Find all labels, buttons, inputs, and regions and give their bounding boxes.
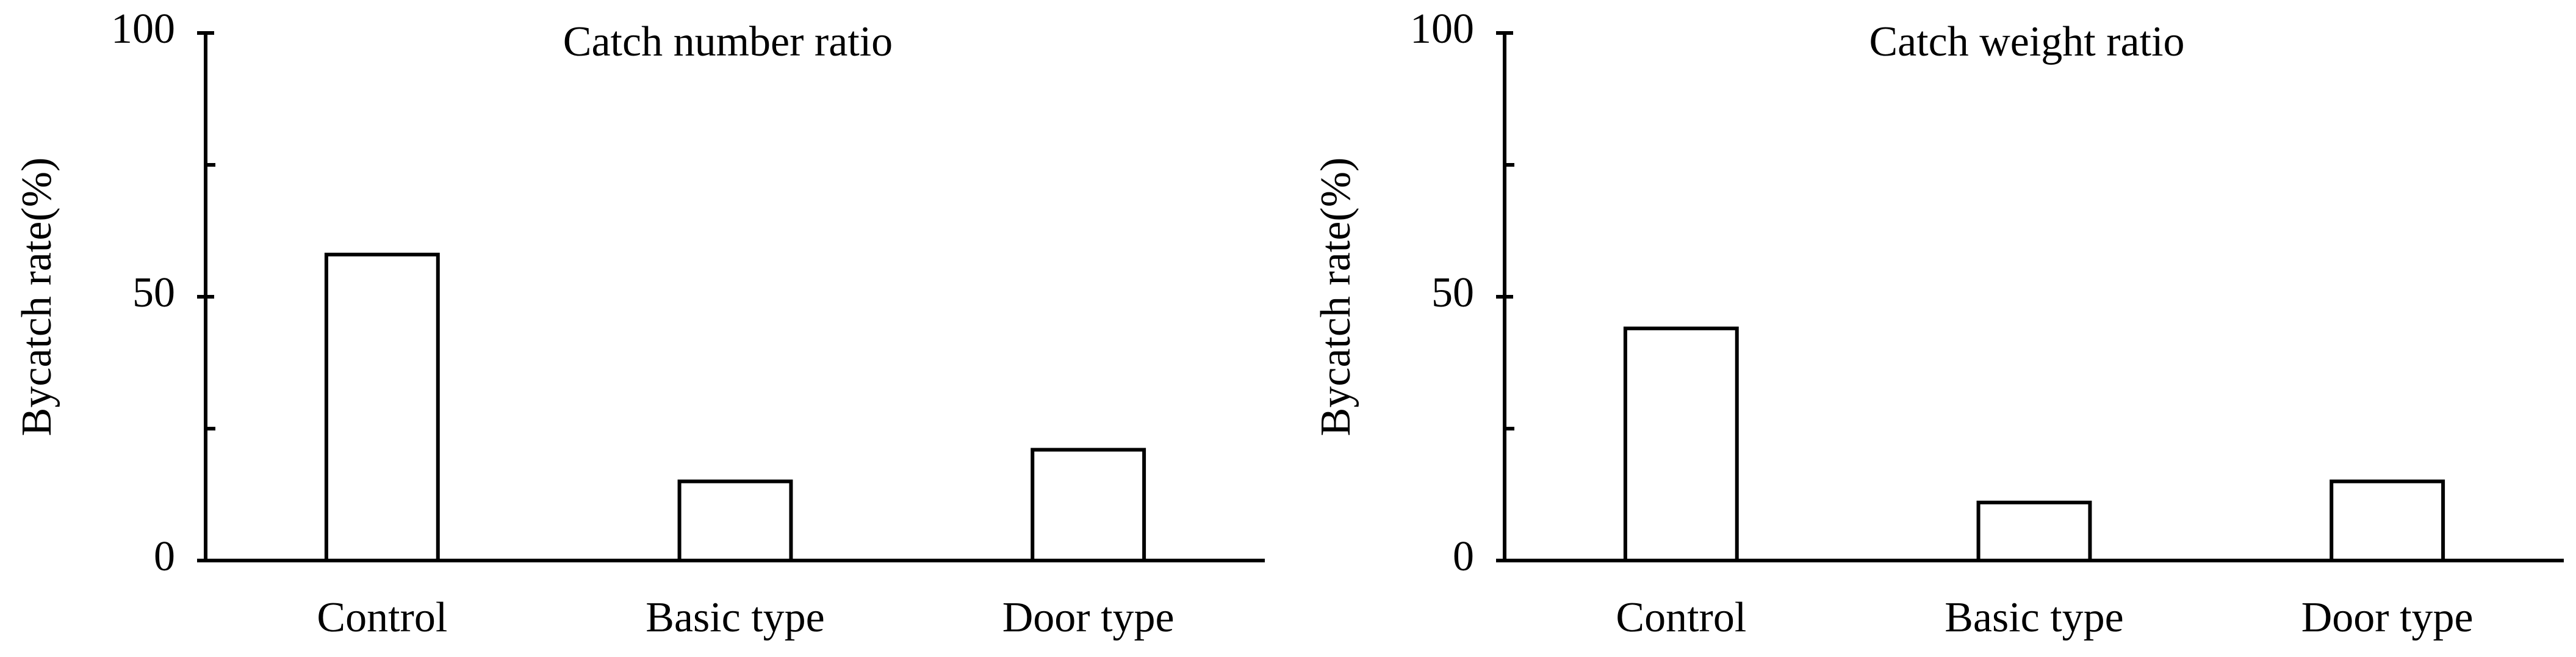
y-tick-label: 100: [111, 5, 175, 53]
y-axis-label: Bycatch rate(%): [13, 158, 60, 437]
chart-title: Catch number ratio: [563, 18, 893, 65]
bar: [324, 252, 440, 562]
y-tick-label: 0: [1453, 533, 1474, 580]
bar: [677, 479, 793, 563]
x-tick-label: Control: [317, 594, 447, 641]
bar: [2330, 479, 2445, 563]
x-tick-label: Control: [1616, 594, 1746, 641]
bar: [1976, 500, 2092, 563]
y-tick-label: 100: [1410, 5, 1474, 53]
y-tick-label: 50: [132, 269, 175, 316]
chart-title: Catch weight ratio: [1869, 18, 2184, 65]
x-tick-label: Door type: [2301, 594, 2473, 641]
bar: [1623, 326, 1739, 563]
x-tick-label: Basic type: [646, 594, 825, 641]
y-tick-label: 50: [1431, 269, 1474, 316]
bar: [1031, 448, 1146, 562]
x-tick-label: Door type: [1002, 594, 1175, 641]
y-tick-label: 0: [154, 533, 175, 580]
y-axis-label: Bycatch rate(%): [1312, 158, 1359, 437]
x-tick-label: Basic type: [1945, 594, 2124, 641]
